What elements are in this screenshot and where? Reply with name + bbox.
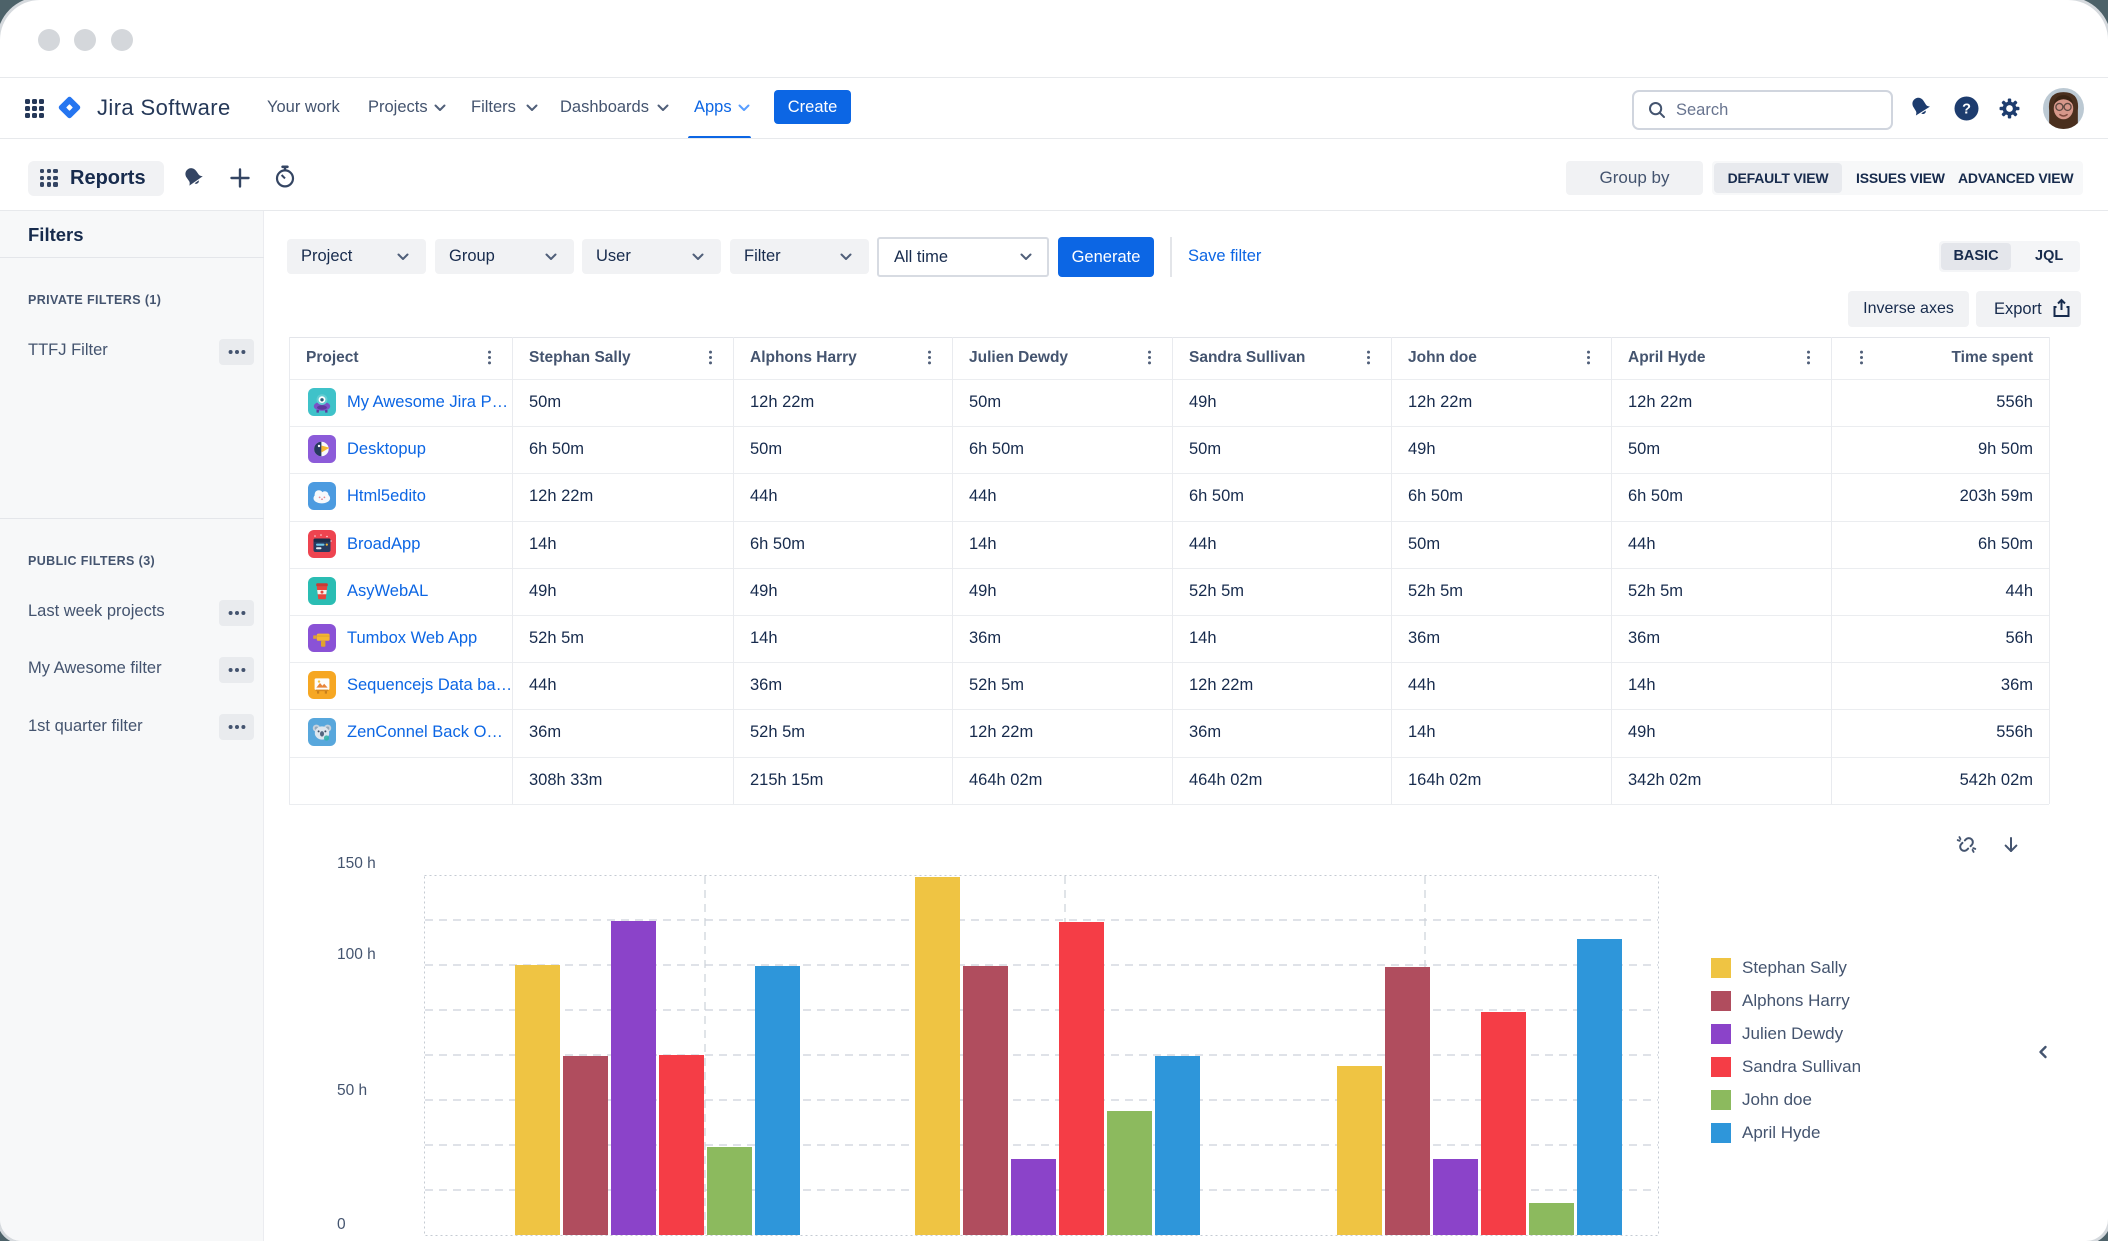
svg-text:?: ? bbox=[1962, 102, 1971, 118]
